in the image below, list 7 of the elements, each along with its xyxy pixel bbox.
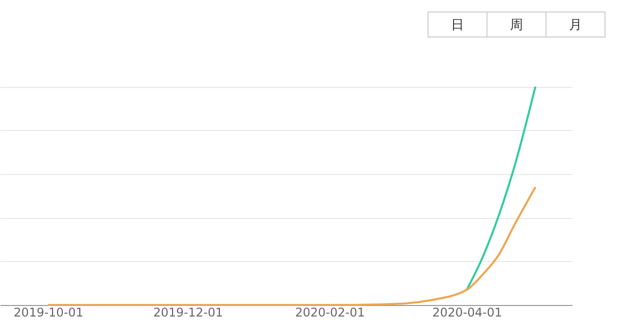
x-tick-label: 2020-02-01 (295, 306, 365, 320)
text: 日 (451, 18, 464, 33)
x-tick-label: 2019-10-01 (14, 306, 84, 320)
text: 月 (569, 18, 582, 33)
text: 周 (510, 18, 523, 33)
x-tick-label: 2019-12-01 (153, 306, 223, 320)
x-tick-label: 2020-04-01 (432, 306, 502, 320)
